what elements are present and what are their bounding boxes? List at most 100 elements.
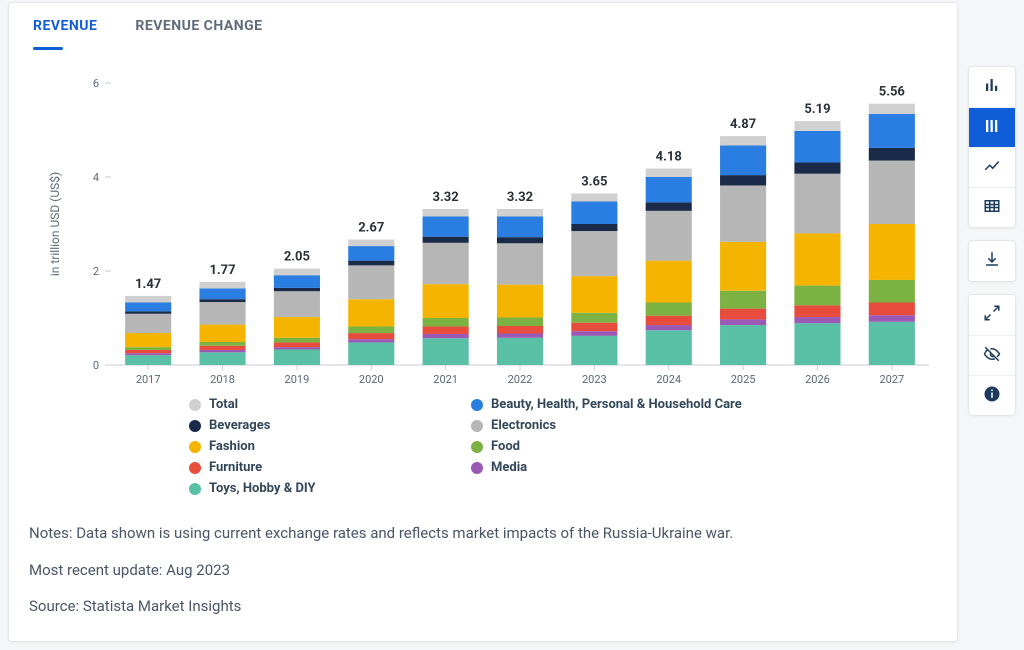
legend-label: Furniture [209,460,262,475]
bar-total-label: 3.32 [507,190,533,205]
bar-segment [199,325,245,342]
bar-total-label: 1.77 [209,263,235,278]
bar-segment [497,318,543,326]
bar-segment [125,353,171,355]
bar-total-label: 1.47 [135,277,161,292]
bar-segment [125,311,171,313]
bar-segment [423,216,469,236]
bar-segment [274,275,320,288]
info-icon [983,385,1001,407]
sidebar-group-tools [968,294,1016,416]
legend: Total Beauty, Health, Personal & Househol… [29,391,937,496]
x-category-label: 2021 [433,373,458,386]
download-button[interactable] [969,241,1015,281]
bar-segment [497,326,543,334]
legend-label: Fashion [209,439,255,454]
legend-item[interactable]: Food [471,439,851,454]
bar-segment [423,326,469,334]
expand-button[interactable] [969,295,1015,335]
bar-segment [571,276,617,313]
bar-segment [199,352,245,365]
bar-segment [125,350,171,353]
legend-item[interactable]: Total [189,397,459,412]
bar-segment [348,339,394,342]
bar-total-label: 2.05 [284,250,310,265]
bar-segment [423,334,469,338]
legend-swatch [189,399,201,411]
legend-label: Toys, Hobby & DIY [209,481,316,496]
visibility-off-button[interactable] [969,335,1015,375]
legend-item[interactable]: Beverages [189,418,459,433]
bar-segment [869,161,915,224]
bar-total-label: 4.18 [656,150,682,165]
bar-total-label: 5.19 [804,102,830,117]
table-icon [983,197,1001,219]
legend-item[interactable]: Toys, Hobby & DIY [189,481,459,496]
bar-segment [646,316,692,325]
tab-revenue-change[interactable]: REVENUE CHANGE [135,18,262,36]
chart-area: 0246in trillion USD (US$)1.4720171.77201… [9,51,957,496]
bar-segment [497,209,543,217]
legend-item[interactable]: Beauty, Health, Personal & Household Car… [471,397,851,412]
sidebar-toolbar [968,66,1016,416]
legend-item[interactable]: Media [471,460,851,475]
svg-text:2: 2 [93,265,99,278]
legend-item[interactable]: Electronics [471,418,851,433]
bar-segment [497,334,543,338]
bar-segment [794,305,840,317]
bar-segment [794,174,840,234]
legend-swatch [189,420,201,432]
bar-segment [646,302,692,315]
legend-swatch [189,462,201,474]
bar-segment [646,325,692,330]
bar-segment [274,342,320,347]
legend-label: Electronics [491,418,556,433]
bar-segment [646,202,692,210]
bar-segment [348,342,394,365]
download-icon [983,250,1001,272]
bar-segment [423,338,469,365]
bar-segment [720,325,766,365]
bar-segment [125,333,171,347]
bar-segment [199,299,245,302]
line-chart-button[interactable] [969,147,1015,187]
bar-segment [869,148,915,161]
bar-segment [720,146,766,176]
bar-segment [720,175,766,185]
stacked-bar-chart-button[interactable] [969,107,1015,147]
legend-item[interactable]: Furniture [189,460,459,475]
bar-chart-icon [983,76,1001,98]
bar-segment [125,302,171,311]
bar-segment [720,136,766,145]
bar-segment [199,302,245,325]
bar-segment [423,243,469,284]
bar-segment [869,224,915,280]
source-text: Source: Statista Market Insights [29,595,937,618]
bar-segment [125,314,171,333]
x-category-label: 2024 [656,373,681,386]
bar-segment [348,299,394,326]
legend-swatch [471,441,483,453]
tab-revenue[interactable]: REVENUE [33,18,97,36]
expand-icon [983,304,1001,326]
bar-total-label: 2.67 [358,221,384,236]
legend-swatch [471,420,483,432]
bar-chart-button[interactable] [969,67,1015,107]
bar-segment [497,216,543,237]
bar-segment [348,265,394,299]
bar-segment [794,131,840,162]
notes-text: Notes: Data shown is using current excha… [29,522,937,545]
bar-segment [348,261,394,266]
legend-item[interactable]: Fashion [189,439,459,454]
bar-segment [869,114,915,148]
line-chart-icon [983,157,1001,179]
info-button[interactable] [969,375,1015,415]
bar-segment [720,309,766,320]
table-button[interactable] [969,187,1015,227]
bar-segment [720,319,766,325]
bar-segment [794,317,840,323]
bar-segment [423,209,469,217]
bar-segment [423,284,469,318]
bar-segment [720,185,766,241]
bar-total-label: 4.87 [730,117,756,132]
